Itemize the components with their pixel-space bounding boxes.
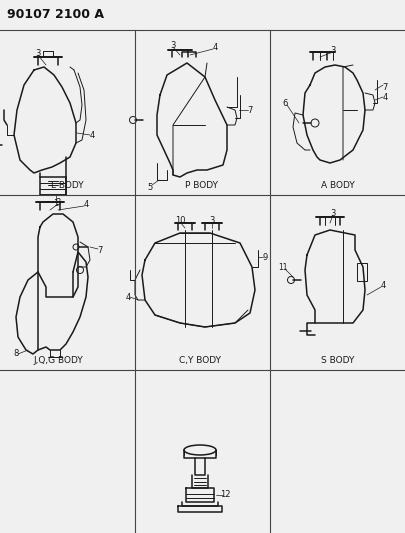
Text: P BODY: P BODY (185, 181, 218, 190)
Text: 1: 1 (53, 198, 58, 207)
Text: 3: 3 (170, 41, 175, 50)
Text: S BODY: S BODY (320, 356, 354, 365)
Text: 3: 3 (35, 49, 41, 58)
Text: 4: 4 (382, 93, 387, 101)
Text: 3: 3 (330, 45, 335, 54)
Text: 6: 6 (281, 99, 287, 108)
Text: 5: 5 (147, 182, 152, 191)
Text: 4: 4 (212, 43, 217, 52)
Bar (356, 263, 366, 281)
Text: 7: 7 (382, 83, 387, 92)
Text: L BODY: L BODY (51, 181, 83, 190)
Text: 7: 7 (247, 106, 252, 115)
Text: A BODY: A BODY (320, 181, 354, 190)
Text: 12: 12 (219, 490, 230, 499)
Text: J,Q,G BODY: J,Q,G BODY (33, 356, 83, 365)
Text: 8: 8 (13, 350, 19, 359)
Text: 9: 9 (262, 253, 267, 262)
Text: 3: 3 (209, 215, 214, 224)
Text: 10: 10 (174, 215, 185, 224)
Text: 3: 3 (330, 208, 335, 217)
Text: 3: 3 (55, 198, 60, 206)
Text: C,Y BODY: C,Y BODY (179, 356, 220, 365)
Text: 4: 4 (89, 131, 94, 140)
Text: 4: 4 (83, 199, 88, 208)
Text: 4: 4 (125, 293, 130, 302)
Text: 4: 4 (379, 280, 385, 289)
Bar (40, 177, 66, 195)
Text: 11: 11 (277, 262, 287, 271)
Text: 90107 2100 A: 90107 2100 A (7, 8, 104, 21)
Text: 7: 7 (97, 246, 102, 254)
